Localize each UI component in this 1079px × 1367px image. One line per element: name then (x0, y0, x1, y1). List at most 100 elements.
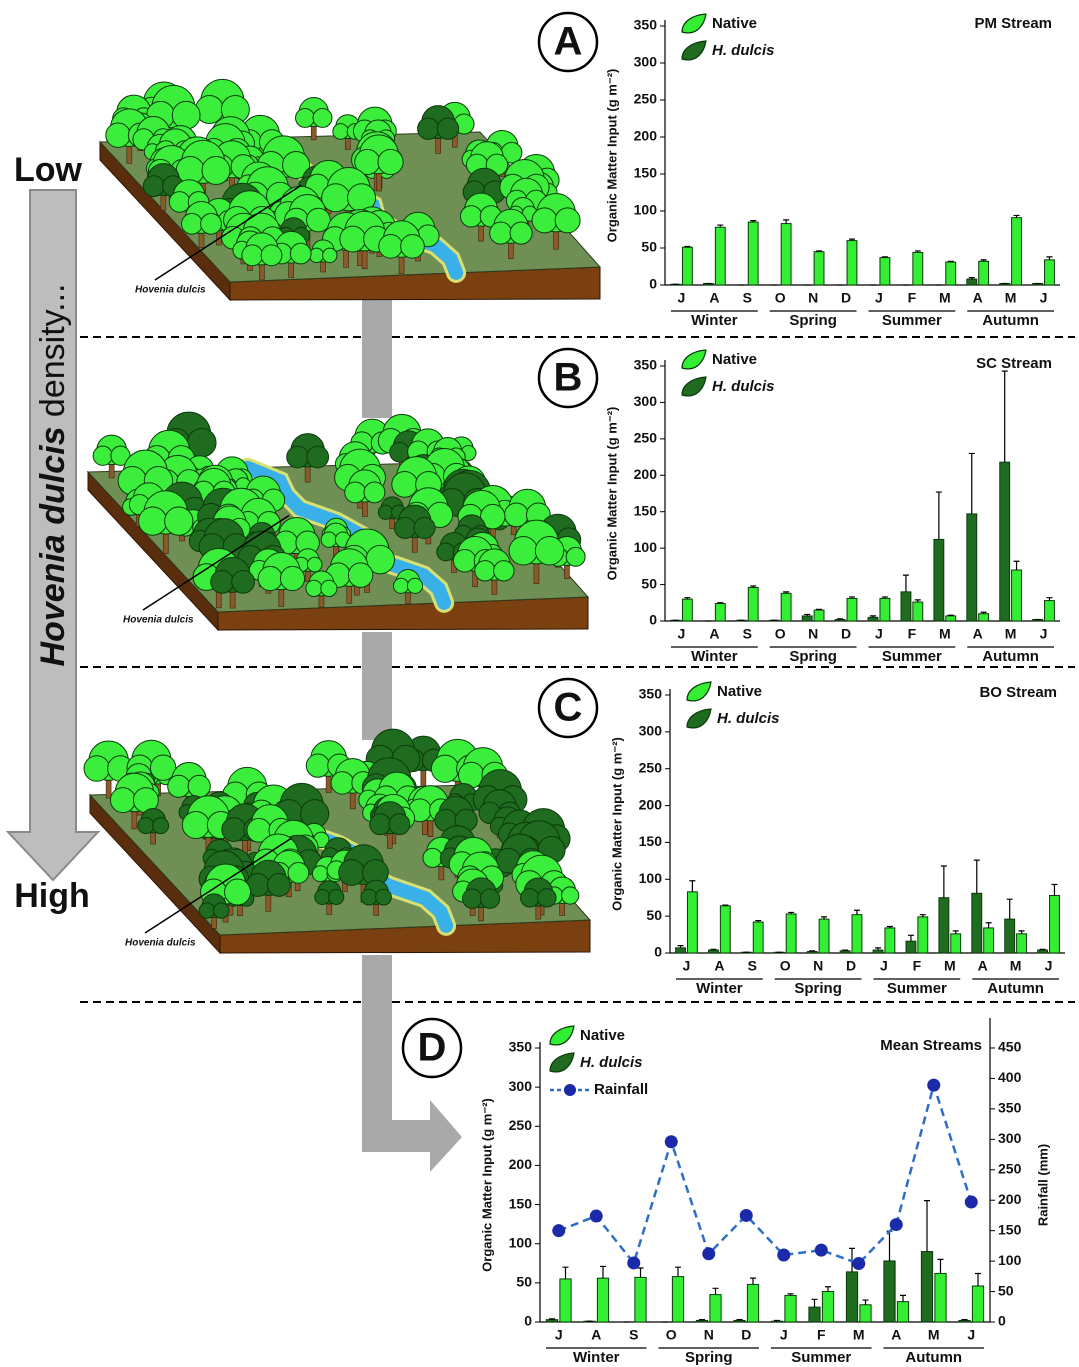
crown (311, 865, 329, 883)
crown (332, 123, 349, 140)
chart-title: Mean Streams (880, 1037, 982, 1054)
error-bar (952, 930, 959, 934)
bar (834, 619, 846, 622)
crown (210, 570, 234, 594)
group-label: Autumn (987, 980, 1044, 997)
error-bar (881, 256, 888, 258)
crown (534, 536, 565, 566)
x-tick-label: D (841, 626, 851, 642)
bar (785, 913, 797, 954)
crown (295, 107, 315, 128)
crown (520, 888, 540, 908)
x-tick-label: M (1005, 626, 1017, 642)
bar (1011, 569, 1022, 622)
y-tick-label: 250 (634, 430, 658, 446)
panel-letter-circle (537, 347, 599, 409)
error-bar (924, 1200, 930, 1252)
y-tick-label: 150 (634, 165, 658, 181)
bar (839, 950, 851, 954)
error-bar (804, 613, 811, 616)
bar (559, 1278, 572, 1323)
error-bar (783, 219, 790, 224)
panel-letter: A (554, 20, 583, 64)
bar (879, 257, 891, 286)
error-bar (712, 1287, 719, 1295)
crown (168, 191, 191, 213)
x-tick-label: J (1040, 626, 1048, 642)
bar (821, 1290, 835, 1323)
error-bar (637, 1267, 644, 1278)
bar (867, 616, 879, 622)
crown (417, 117, 440, 140)
crown (201, 155, 231, 185)
group-label: Autumn (905, 1349, 962, 1366)
bar (945, 261, 957, 286)
error-bar (675, 1266, 681, 1277)
bar (846, 597, 858, 622)
bar (845, 1271, 859, 1323)
error-bar (837, 618, 844, 620)
error-bar (1013, 214, 1020, 218)
legend-leaf (681, 13, 707, 34)
error-bar (886, 925, 893, 928)
x-tick-label: M (1010, 958, 1022, 974)
crown (391, 470, 419, 498)
density-label: Hovenia dulcis density... (34, 284, 72, 667)
bar (934, 1272, 947, 1323)
x-tick-label: M (853, 1327, 865, 1343)
rainfall-point (927, 1078, 941, 1092)
error-bar (1039, 948, 1046, 951)
bar (983, 927, 995, 954)
connector-arrow (362, 955, 462, 1172)
error-bar (862, 1299, 869, 1305)
x-tick-label: J (780, 1327, 788, 1343)
y-tick-label: 150 (639, 833, 663, 849)
x-tick-label: A (709, 290, 719, 306)
legend-leaf (549, 1025, 575, 1046)
error-bar (940, 865, 947, 898)
panel-letter-circle (537, 677, 599, 739)
crown (462, 888, 483, 909)
error-bar (750, 1277, 756, 1285)
bar (896, 1301, 910, 1323)
group-label: Winter (691, 648, 738, 665)
y-tick-label: 150 (509, 1195, 533, 1211)
error-bar (875, 947, 882, 951)
y2-tick-label: 50 (998, 1282, 1014, 1298)
legend-leaf (681, 349, 707, 370)
crown (312, 107, 333, 128)
error-bar (919, 914, 926, 917)
bar (912, 601, 924, 622)
x-tick-label: A (714, 958, 724, 974)
bar (999, 461, 1011, 622)
bar (681, 246, 693, 286)
y-tick-label: 0 (524, 1313, 532, 1329)
error-bar (973, 859, 980, 894)
y-tick-label: 150 (634, 502, 658, 518)
error-bar (947, 614, 954, 616)
bar (813, 609, 825, 622)
crown (413, 516, 436, 539)
x-tick-label: N (813, 958, 823, 974)
crown (377, 504, 394, 520)
error-bar (947, 260, 954, 263)
crown (400, 233, 425, 259)
crown (508, 536, 539, 566)
x-tick-label: O (775, 626, 786, 642)
bar (971, 892, 983, 954)
error-bar (717, 224, 724, 228)
crown (561, 886, 580, 905)
chart-title: SC Stream (976, 355, 1052, 372)
x-tick-label: N (704, 1327, 714, 1343)
bar (1049, 895, 1060, 954)
error-bar (750, 585, 757, 588)
rainfall-point (777, 1248, 791, 1262)
bar (695, 1319, 709, 1323)
group-label: Autumn (982, 648, 1039, 665)
crown (393, 516, 417, 539)
rainfall-point (589, 1209, 603, 1223)
bar (780, 592, 792, 622)
bar (806, 951, 818, 954)
x-tick-label: M (939, 626, 951, 642)
legend-label: Rainfall (594, 1081, 648, 1098)
